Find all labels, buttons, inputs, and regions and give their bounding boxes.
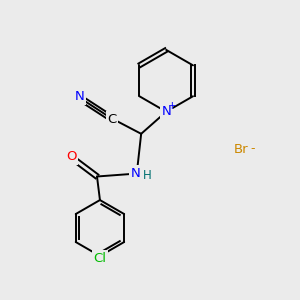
Text: N: N [74, 91, 84, 103]
Text: O: O [66, 150, 76, 163]
Text: N: N [161, 105, 171, 118]
Text: N: N [130, 167, 140, 180]
Text: Cl: Cl [93, 252, 106, 265]
Text: C: C [107, 112, 116, 126]
Text: Br: Br [234, 143, 248, 157]
Text: +: + [168, 101, 177, 111]
Text: -: - [251, 142, 255, 155]
Text: H: H [143, 169, 152, 182]
